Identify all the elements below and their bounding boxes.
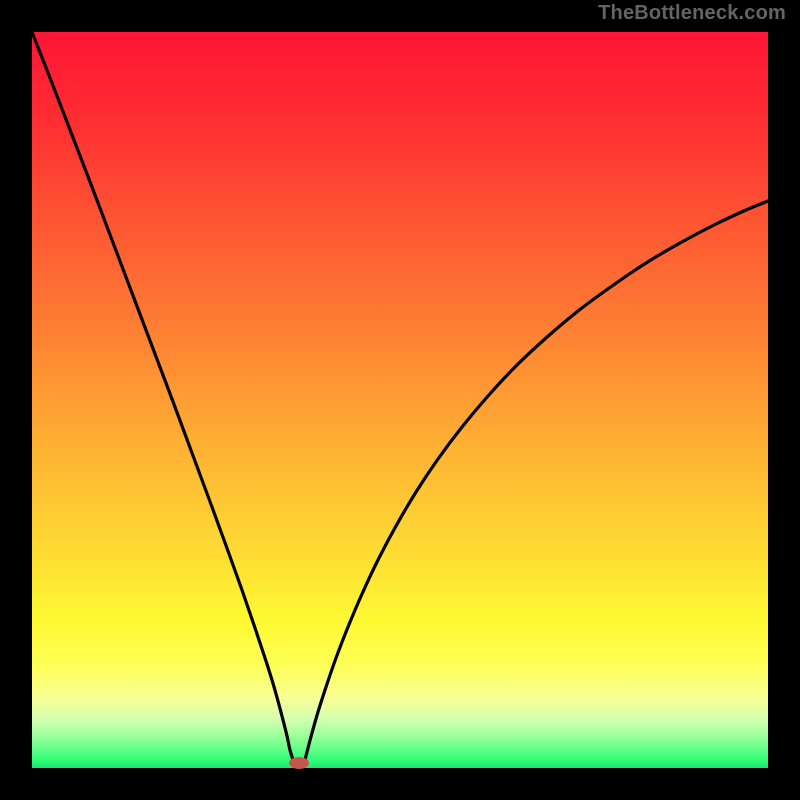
minimum-marker: [289, 757, 309, 769]
bottleneck-chart: [0, 0, 800, 800]
plot-gradient-background: [32, 32, 768, 768]
watermark-text: TheBottleneck.com: [598, 2, 786, 25]
